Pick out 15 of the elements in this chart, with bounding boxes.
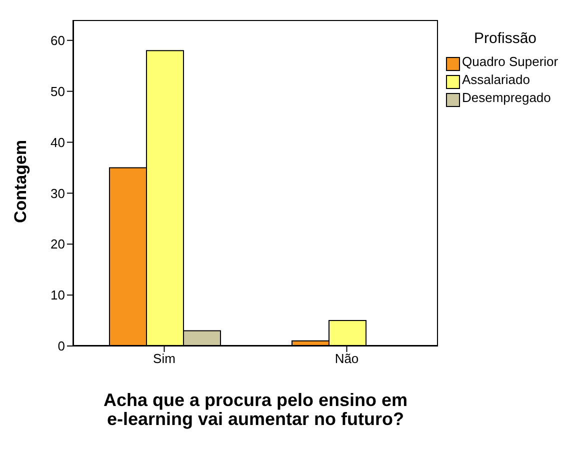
y-tick-label: 20 <box>50 236 65 252</box>
legend-title: Profissão <box>474 30 538 47</box>
y-tick-label: 30 <box>50 186 65 201</box>
x-tick-label: Sim <box>153 351 176 366</box>
y-axis-title: Contagem <box>11 140 30 223</box>
legend-label: Desempregado <box>462 90 552 105</box>
legend-label: Quadro Superior <box>462 54 560 69</box>
y-tick-label: 0 <box>58 338 65 354</box>
x-axis-title: Acha que a procura pelo ensino em e-learning vai aumentar no futuro? <box>102 390 409 429</box>
y-tick-label: 10 <box>50 288 65 303</box>
y-tick-label: 40 <box>50 134 65 150</box>
legend-label: Assalariado <box>462 72 531 87</box>
x-tick-label: Não <box>334 351 359 366</box>
y-tick-label: 60 <box>50 32 65 48</box>
y-tick-label: 50 <box>50 84 65 99</box>
